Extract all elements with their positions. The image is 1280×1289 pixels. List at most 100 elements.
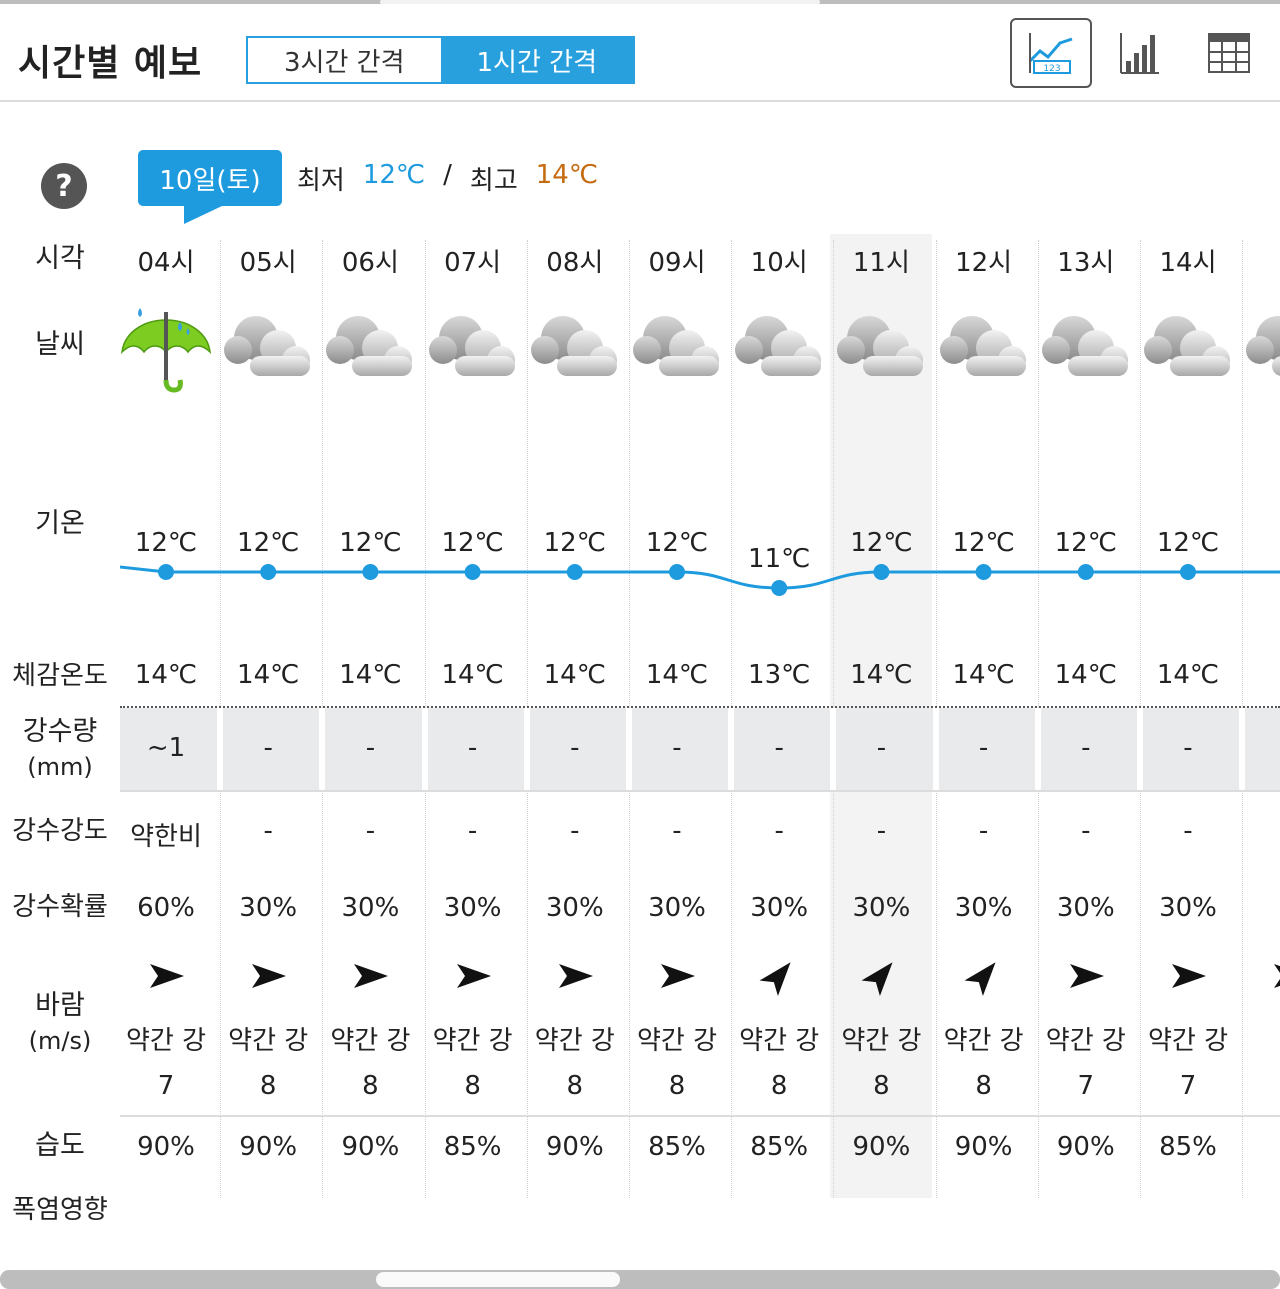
help-icon[interactable]: ? [41,163,87,209]
row-label-feels-like: 체감온도 [12,661,108,691]
top-scrollbar[interactable] [0,0,1280,4]
wind-strength-label: 약간 강 [636,1026,718,1056]
precip-intensity-value: - [365,816,376,846]
precip-intensity-value: - [774,816,784,846]
feels-like-value: 14℃ [1054,660,1117,690]
precip-cell-gap [1034,708,1041,791]
precip-intensity-value: - [978,816,989,846]
wind-strength-label: 약간 강 [841,1026,922,1056]
precip-amount-value: - [467,733,478,763]
bar-view-button[interactable] [1098,18,1180,88]
row-label-precip-probability: 강수확률 [12,892,108,922]
cloudy-icon [728,306,830,402]
temperature-point [158,564,174,580]
wind-speed-value: 8 [362,1071,379,1101]
temperature-point [362,564,379,580]
hour-label: 06시 [341,248,399,278]
precip-amount-value: - [774,733,784,763]
cloudy-icon [830,306,932,402]
hour-label: 12시 [955,248,1013,278]
wind-speed-value: 8 [668,1071,686,1101]
precip-amount-value: - [570,733,580,763]
temperature-point [975,564,992,580]
temperature-label: 12℃ [952,528,1015,558]
hour-label: 13시 [1057,248,1115,278]
wind-speed-value: 7 [1077,1071,1095,1101]
feels-like-value: 14℃ [952,660,1015,690]
wind-arrow-northeast-icon [933,956,1035,1000]
hour-label: 11시 [852,248,910,278]
minmax-separator: / [443,160,452,190]
humidity-value: 90% [239,1132,298,1162]
temperature-point [566,564,583,580]
wind-speed-value: 8 [259,1071,277,1101]
temperature-point [464,564,481,580]
precip-probability-value: 30% [648,893,706,923]
precip-probability-value: 30% [239,893,298,923]
bar-chart-icon [1120,33,1159,74]
wind-strength-label: 약간 강 [432,1026,513,1056]
humidity-value: 85% [443,1132,502,1162]
humidity-value: 90% [954,1132,1013,1162]
wind-speed-value: 8 [770,1071,788,1101]
precip-amount-value: - [876,733,887,763]
temperature-point [260,564,277,580]
precip-amount-value: - [672,733,682,763]
precip-cell-gap [421,708,428,791]
humidity-value: 90% [852,1132,911,1162]
feels-like-value: 14℃ [339,660,402,690]
precip-cell-gap [626,708,632,791]
precip-amount-value: - [365,733,376,763]
feels-like-value: 1 [1239,660,1280,690]
cloudy-icon [1137,306,1239,402]
wind-divider [120,1115,1280,1117]
page-title: 시간별 예보 [18,43,203,84]
wind-strength-label: 약간 강 [330,1026,411,1056]
wind-speed-value: 7 [1179,1071,1197,1101]
wind-title: 바람 [35,990,85,1021]
feels-like-value: 14℃ [543,660,606,690]
temperature-point [669,564,685,580]
row-label-time: 시각 [35,243,85,274]
wind-strength-label: 약간 강 [1045,1026,1126,1056]
wind-speed-value: 8 [975,1071,992,1101]
interval-toggle: 3시간 간격 1시간 간격 [246,36,635,84]
temperature-label: 12℃ [1156,528,1220,558]
wind-speed-value: 7 [157,1071,175,1101]
hour-label: 09시 [648,248,706,278]
precip-intensity-value: - [1081,816,1091,846]
cloudy-icon [1239,306,1280,402]
precip-probability-value: 30% [1056,893,1115,923]
humidity-value: 85% [648,1132,706,1162]
precip-amount-title: 강수량 [22,716,98,747]
wind-strength-label: 약간 강 [534,1026,615,1056]
header: 시간별 예보 3시간 간격 1시간 간격 123 [0,4,1280,102]
precip-probability-value: 30% [341,893,400,923]
precip-intensity-value: - [672,816,682,846]
precip-intensity-value: - [876,816,887,846]
feels-like-value: 14℃ [1156,660,1220,690]
chart-view-button[interactable]: 123 [1010,18,1092,88]
precip-amount-value: - [1081,733,1091,763]
wind-arrow-northeast-icon [830,956,932,1000]
horizontal-scrollbar-thumb[interactable] [376,1272,620,1287]
precip-intensity-value: - [467,816,478,846]
hour-label: 10시 [750,248,808,278]
wind-strength-label: 약간 강 [943,1026,1024,1056]
precip-probability-value: 30% [750,893,809,923]
row-label-temperature: 기온 [35,508,85,539]
precip-probability-value: 30% [954,893,1013,923]
top-scrollbar-thumb[interactable] [380,0,820,4]
hour-label: 08시 [546,248,604,278]
horizontal-scrollbar[interactable] [0,1270,1280,1289]
cloudy-icon [626,306,728,402]
feels-like-value: 14℃ [850,660,913,690]
precip-probability-value: 3 [1239,893,1280,923]
interval-3h-tab[interactable]: 3시간 간격 [248,38,441,82]
min-label: 최저 [297,166,345,196]
hour-label: 07시 [444,248,502,278]
interval-1h-tab[interactable]: 1시간 간격 [440,38,633,82]
precip-probability-value: 30% [1159,893,1217,923]
table-view-button[interactable] [1188,18,1270,88]
